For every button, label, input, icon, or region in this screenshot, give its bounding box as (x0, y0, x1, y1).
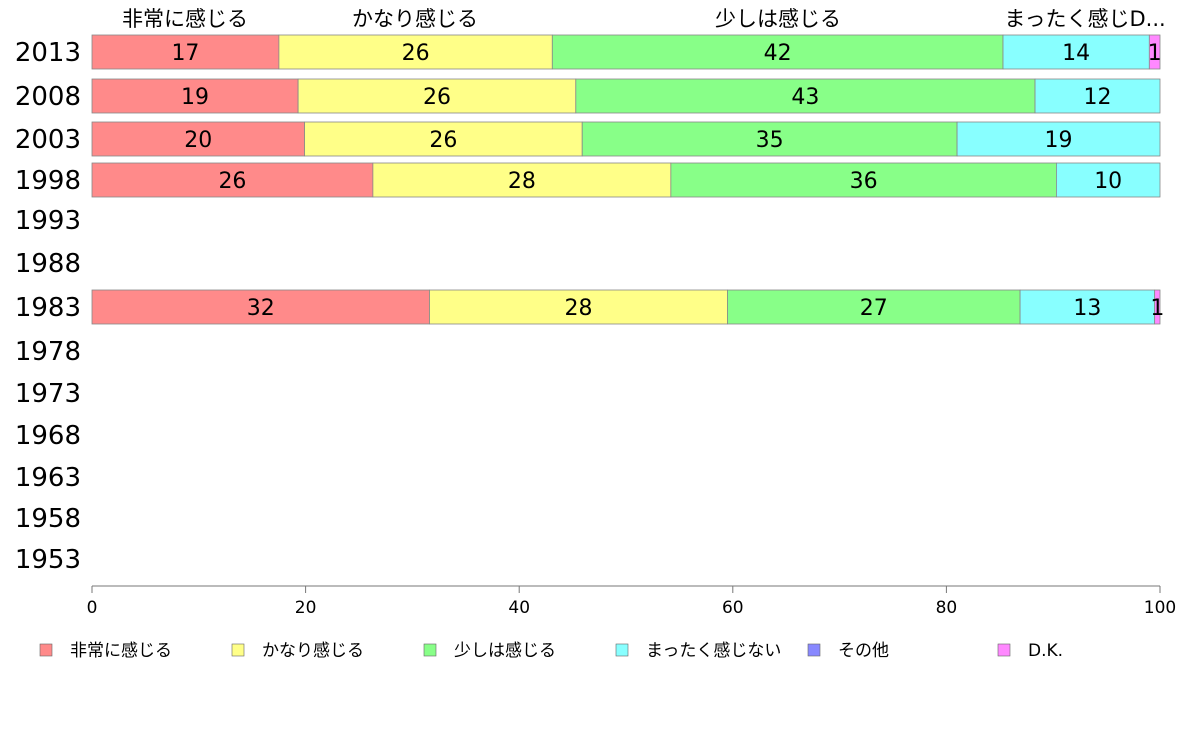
bar-value-label: 26 (429, 128, 457, 153)
bar-segment (670, 162, 1057, 198)
bar-value-label: 35 (756, 128, 784, 153)
y-tick-label: 1998 (15, 166, 81, 196)
legend-label: その他 (838, 641, 889, 661)
y-axis-ticks: 2013 2008 2003 1998 1993 1988 1983 1978 1973 1968… (15, 38, 81, 575)
top-label: かなり感じる (352, 7, 478, 31)
top-label: 非常に感じる (122, 7, 248, 31)
bar-value-label: 1 (1148, 41, 1162, 66)
y-tick-label: 1953 (15, 545, 81, 575)
bar-segment (1002, 34, 1150, 70)
bar-value-label: 27 (860, 296, 888, 321)
bar-value-label: 19 (1045, 128, 1073, 153)
y-tick-label: 1958 (15, 504, 81, 534)
bar-segment (581, 121, 958, 157)
legend-swatch (615, 643, 629, 657)
bar-segment (551, 34, 1004, 70)
bar-segment (1148, 34, 1161, 70)
y-tick-label: 2003 (15, 125, 81, 155)
x-tick-label: 0 (87, 598, 98, 618)
bar-segment (91, 121, 305, 157)
bar-value-label: 20 (184, 128, 212, 153)
bar-segment (1034, 78, 1161, 114)
bar-value-label: 10 (1094, 169, 1122, 194)
y-tick-label: 1978 (15, 337, 81, 367)
bar-value-label: 42 (764, 41, 792, 66)
legend-swatch (39, 643, 53, 657)
x-tick-label: 100 (1144, 598, 1176, 618)
bar-value-label: 14 (1062, 41, 1090, 66)
bar-value-label: 26 (402, 41, 430, 66)
bar-segment (727, 289, 1021, 325)
bar-value-label: 36 (850, 169, 878, 194)
legend-swatch (423, 643, 437, 657)
bar-value-label: 43 (791, 85, 819, 110)
bar-segment (956, 121, 1161, 157)
y-tick-label: 1968 (15, 421, 81, 451)
bar-segment (575, 78, 1036, 114)
bar-value-label: 17 (171, 41, 199, 66)
bar-segment (429, 289, 728, 325)
bar-segment (278, 34, 553, 70)
legend-label: 少しは感じる (454, 641, 556, 661)
bar-segment (372, 162, 672, 198)
x-axis: 0 20 40 60 80 100 (87, 585, 1176, 618)
bar-value-label: 28 (508, 169, 536, 194)
bar-segment (1056, 162, 1161, 198)
legend-swatch (807, 643, 821, 657)
top-labels: 非常に感じる かなり感じる 少しは感じる まったく感じD... (122, 7, 1166, 31)
bar-value-label: 19 (181, 85, 209, 110)
bar-value-label: 28 (564, 296, 592, 321)
y-tick-label: 1963 (15, 463, 81, 493)
legend-label: かなり感じる (262, 641, 364, 661)
legend-swatch (997, 643, 1011, 657)
bar-value-label: 12 (1084, 85, 1112, 110)
y-tick-label: 1973 (15, 379, 81, 409)
y-tick-label: 2013 (15, 38, 81, 68)
bar-segment (297, 78, 577, 114)
top-label: まったく感じD... (1004, 7, 1165, 31)
y-tick-label: 1983 (15, 293, 81, 323)
legend: 非常に感じる かなり感じる 少しは感じる まったく感じない その他 D.K. (39, 641, 1063, 661)
x-tick-label: 40 (508, 598, 530, 618)
bar-segment (91, 34, 280, 70)
bar-segment (91, 78, 299, 114)
bar-segment (1154, 289, 1161, 325)
bar-segment (304, 121, 583, 157)
bar-value-label: 13 (1073, 296, 1101, 321)
bar-value-label: 1 (1150, 296, 1164, 321)
x-tick-label: 60 (722, 598, 744, 618)
bar-value-label: 26 (423, 85, 451, 110)
x-tick-label: 20 (295, 598, 317, 618)
legend-label: 非常に感じる (70, 641, 172, 661)
y-tick-label: 1993 (15, 206, 81, 236)
y-tick-label: 1988 (15, 249, 81, 279)
top-label: 少しは感じる (715, 7, 841, 31)
legend-label: D.K. (1028, 641, 1063, 661)
bar-value-label: 32 (247, 296, 275, 321)
y-tick-label: 2008 (15, 82, 81, 112)
legend-label: まったく感じない (646, 641, 781, 661)
x-tick-label: 80 (936, 598, 958, 618)
legend-swatch (231, 643, 245, 657)
bar-value-label: 26 (218, 169, 246, 194)
bar-segment (91, 162, 374, 198)
